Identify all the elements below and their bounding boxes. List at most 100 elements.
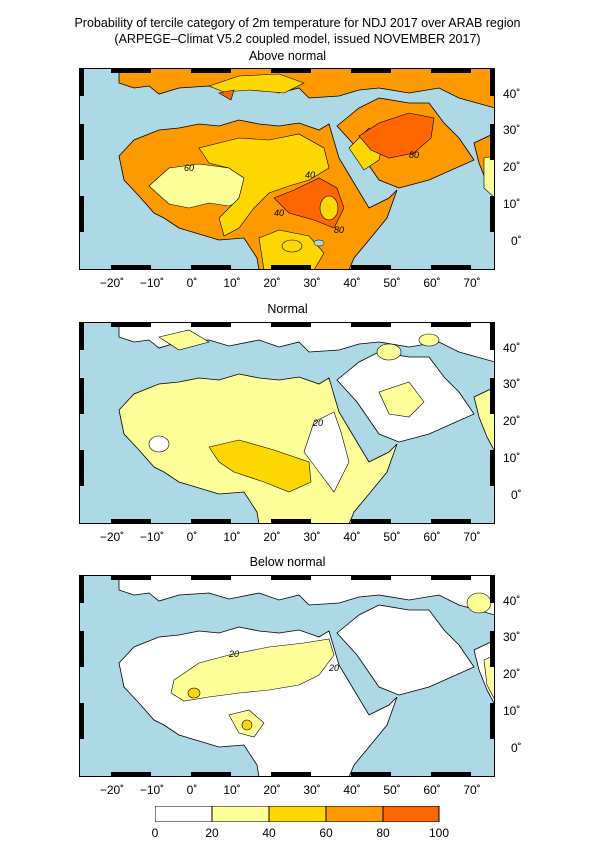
contour-20-40-europe [466,592,492,614]
lon-tick-label: 10˚ [223,276,241,290]
legend-label: 40 [262,826,276,840]
legend-label: 80 [376,826,390,840]
contour-0-20-east-africa [303,411,350,493]
legend-label: 0 [151,826,159,840]
lon-tick-label: −20˚ [99,783,125,797]
legend-labels: 0 20 40 60 80 100 [0,826,595,840]
lon-tick-label: 60˚ [423,783,441,797]
map-above-normal: 60 40 40 80 80 [79,68,495,270]
lat-tick-label: 0˚ [511,234,522,248]
lat-tick-label: 40˚ [503,594,521,608]
contour-40-60-small [187,687,201,699]
lon-tick-label: 60˚ [423,530,441,544]
lon-tick-label: −10˚ [139,530,165,544]
contour-label: 20 [312,418,323,428]
panel-title-normal: Normal [267,302,308,316]
lon-tick-label: 10˚ [223,530,241,544]
legend-label: 100 [428,826,450,840]
lon-tick-label: 20˚ [263,530,281,544]
lon-tick-label: 70˚ [463,530,481,544]
frame-top-ticks [111,322,471,327]
contour-20-40-europe [158,329,210,351]
contour-40-60-sahel [198,133,330,237]
lon-tick-label: 20˚ [263,783,281,797]
lon-tick-label: 10˚ [223,783,241,797]
lat-tick-label: 0˚ [511,488,522,502]
lon-tick-label: 50˚ [383,276,401,290]
lon-tick-label: 30˚ [303,276,321,290]
map-normal: 20 [79,322,495,524]
contour-80-100-small [281,239,303,253]
frame-side-ticks [79,575,495,739]
lon-axis-2: −20˚ −10˚ 0˚ 10˚ 20˚ 30˚ 40˚ 50˚ 60˚ 70˚ [0,530,595,546]
lon-axis-1: −20˚ −10˚ 0˚ 10˚ 20˚ 30˚ 40˚ 50˚ 60˚ 70˚ [0,276,595,292]
lon-tick-label: 50˚ [383,530,401,544]
lon-tick-label: 70˚ [463,783,481,797]
europe-land [118,322,495,363]
frame-top-ticks [111,575,471,580]
lat-tick-label: 10˚ [503,704,521,718]
frame-bottom-ticks [111,519,471,524]
lon-tick-label: 40˚ [343,783,361,797]
lon-tick-label: 30˚ [303,530,321,544]
contour-20-40-arabia [378,381,425,418]
lon-tick-label: 20˚ [263,276,281,290]
contour-40-60-sahel [208,439,312,493]
contour-20-40-sahara [170,638,335,702]
lat-tick-label: 30˚ [503,123,521,137]
contour-label: 40 [305,170,315,180]
color-legend [155,806,440,822]
frame-side-ticks [79,322,495,486]
lon-tick-label: 70˚ [463,276,481,290]
lat-tick-label: 20˚ [503,414,521,428]
contour-label: 60 [184,163,194,173]
legend-label: 20 [205,826,219,840]
lon-tick-label: 0˚ [186,530,198,544]
lat-tick-label: 0˚ [511,741,522,755]
contour-20-40-small [418,333,440,347]
lat-tick-label: 40˚ [503,87,521,101]
legend-bin-20-40 [211,806,270,822]
lat-axis-3: 40˚ 30˚ 20˚ 10˚ 0˚ [503,575,543,777]
figure-title: Probability of tercile category of 2m te… [74,16,521,30]
legend-bin-80-100 [382,806,440,822]
contour-40-60-ethiopia [319,195,339,221]
arabia-land [336,604,475,696]
frame-side-ticks [79,68,495,232]
contour-label: 20 [328,663,339,673]
europe-land [118,68,495,109]
legend-label: 60 [319,826,333,840]
lon-tick-label: −20˚ [99,276,125,290]
lat-tick-label: 20˚ [503,667,521,681]
contour-label: 80 [409,150,419,160]
lon-tick-label: 50˚ [383,783,401,797]
europe-land [118,575,495,616]
lon-tick-label: 0˚ [186,276,198,290]
panel-title-above-normal: Above normal [248,49,327,63]
contour-80-100-iran [358,112,435,159]
lat-tick-label: 10˚ [503,197,521,211]
lat-axis-1: 40˚ 30˚ 20˚ 10˚ 0˚ [503,68,543,270]
contour-20-40-small [376,343,402,361]
lon-tick-label: 40˚ [343,530,361,544]
sea-blob-red-sea [313,239,325,247]
lon-axis-3: −20˚ −10˚ 0˚ 10˚ 20˚ 30˚ 40˚ 50˚ 60˚ 70˚ [0,783,595,799]
lon-tick-label: 40˚ [343,276,361,290]
lat-tick-label: 30˚ [503,377,521,391]
lon-tick-label: 0˚ [186,783,198,797]
lon-tick-label: −10˚ [139,783,165,797]
lon-tick-label: 60˚ [423,276,441,290]
lat-axis-2: 40˚ 30˚ 20˚ 10˚ 0˚ [503,322,543,524]
frame-bottom-ticks [111,265,471,270]
frame-bottom-ticks [111,772,471,777]
legend-bin-60-80 [325,806,384,822]
lat-tick-label: 10˚ [503,451,521,465]
contour-0-20-small [148,435,170,453]
legend-bin-40-60 [268,806,327,822]
legend-bin-0-20 [155,806,213,822]
lat-tick-label: 30˚ [503,630,521,644]
contour-label: 40 [274,208,284,218]
figure-subtitle: (ARPEGE–Climat V5.2 coupled model, issue… [114,32,481,46]
africa-land [118,626,398,777]
lon-tick-label: 30˚ [303,783,321,797]
